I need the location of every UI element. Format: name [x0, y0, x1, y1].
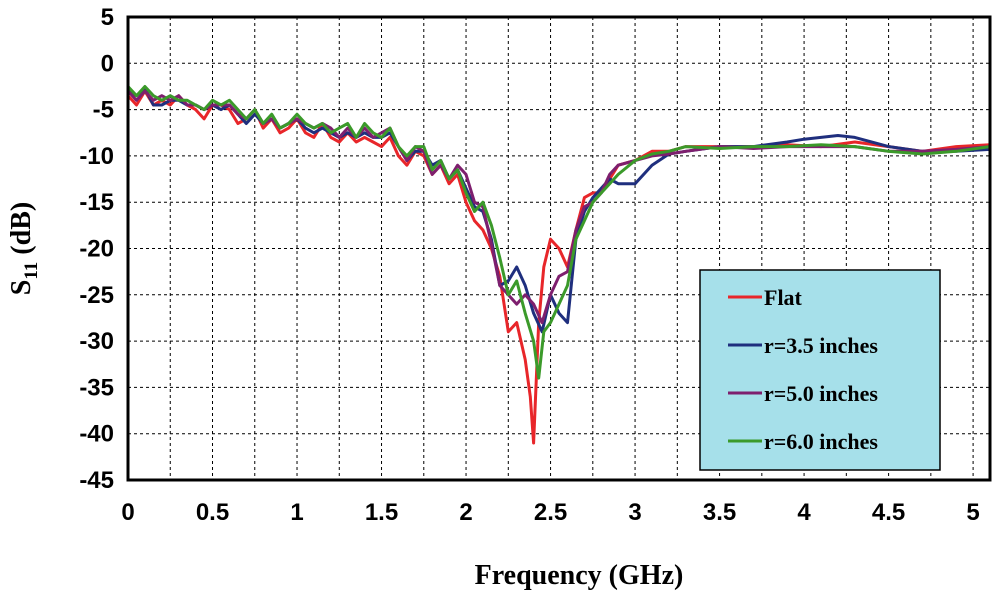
y-tick-label: -30: [79, 328, 114, 355]
x-axis-title: Frequency (GHz): [475, 560, 684, 591]
x-tick-label: 4.5: [872, 499, 905, 526]
x-tick-label: 0: [121, 499, 134, 526]
y-axis-title-subscript: 11: [21, 262, 42, 280]
x-tick-label: 2: [459, 499, 472, 526]
x-tick-label: 0.5: [196, 499, 229, 526]
series-lines: [128, 85, 990, 445]
x-tick-label: 3: [628, 499, 641, 526]
y-tick-label: -35: [79, 374, 114, 401]
y-tick-label: -40: [79, 421, 114, 448]
x-tick-labels: 0 0.5 1 1.5 2 2.5 3 3.5 4 4.5 5: [121, 499, 979, 526]
y-axis-title-suffix: (dB): [6, 202, 37, 262]
legend-box: [699, 269, 941, 471]
y-tick-label: -15: [79, 189, 114, 216]
series-line-r-6-0-inches: [128, 85, 990, 380]
y-tick-label: -45: [79, 467, 114, 494]
x-tick-label: 2.5: [534, 499, 567, 526]
x-tick-label: 3.5: [703, 499, 736, 526]
y-tick-label: 5: [101, 4, 114, 31]
legend-label: r=3.5 inches: [764, 333, 878, 358]
y-tick-labels: 5 0 -5 -10 -15 -20 -25 -30 -35 -40 -45: [79, 4, 114, 494]
legend-label: r=6.0 inches: [764, 429, 878, 454]
y-tick-label: -5: [93, 97, 114, 124]
legend: Flat r=3.5 inches r=5.0 inches r=6.0 inches: [699, 269, 941, 471]
x-tick-label: 1: [290, 499, 303, 526]
y-tick-label: -20: [79, 236, 114, 263]
legend-label: r=5.0 inches: [764, 381, 878, 406]
x-tick-label: 4: [797, 499, 811, 526]
legend-label: Flat: [764, 285, 803, 310]
y-tick-label: -25: [79, 282, 114, 309]
plot-frame: [126, 15, 992, 482]
y-tick-label: -10: [79, 143, 114, 170]
x-tick-label: 5: [966, 499, 979, 526]
x-tick-label: 1.5: [365, 499, 398, 526]
y-tick-label: 0: [101, 50, 114, 77]
y-axis-title: S11 (dB): [6, 202, 42, 295]
y-axis-title-main: S: [6, 280, 37, 296]
